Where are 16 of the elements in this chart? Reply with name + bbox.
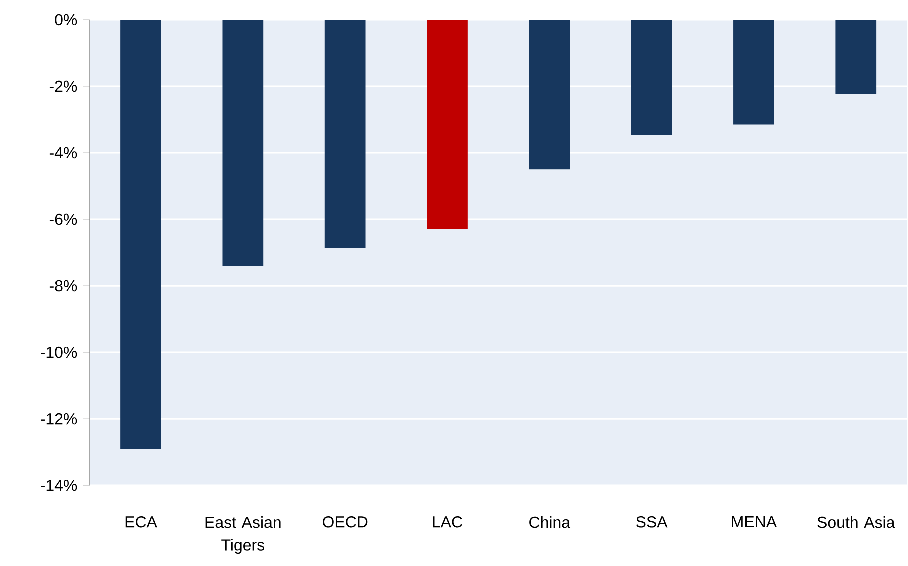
x-tick-label: SSA bbox=[636, 516, 668, 528]
y-tick-label: -6% bbox=[50, 214, 78, 226]
y-tick-label: -4% bbox=[50, 148, 78, 159]
y-tick-label: 0% bbox=[55, 14, 78, 26]
x-tick-label: China bbox=[530, 516, 571, 528]
y-tick-label: -8% bbox=[50, 280, 78, 292]
y-tick-label: -14% bbox=[41, 480, 78, 492]
y-tick-label: -12% bbox=[41, 414, 78, 425]
y-tick-label: -2% bbox=[50, 81, 78, 92]
x-tick-label: MENA bbox=[732, 516, 778, 528]
x-tick-label: East Asian Tigers bbox=[206, 516, 281, 554]
x-tick-label: OECD bbox=[322, 516, 368, 528]
x-tick-label: ECA bbox=[126, 516, 158, 528]
x-tick-label: South Asia bbox=[818, 516, 896, 528]
y-tick-label: -10% bbox=[41, 347, 78, 358]
x-tick-label: LAC bbox=[433, 516, 462, 528]
